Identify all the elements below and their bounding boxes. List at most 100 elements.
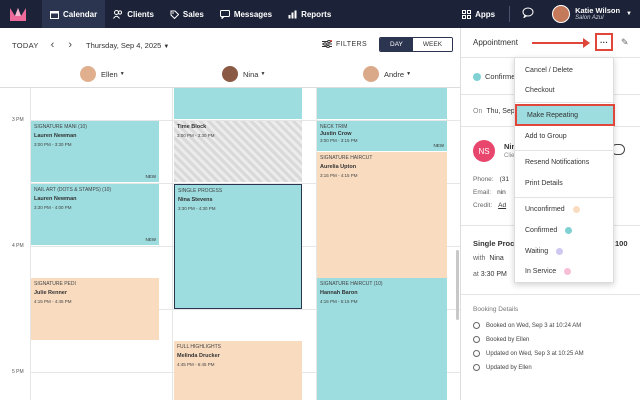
chevron-down-icon: ▼ [163,43,170,50]
appointment-block[interactable] [174,88,302,119]
booking-detail-text: Updated by Ellen [486,364,532,371]
appointment-client: Nina Stevens [178,197,213,203]
appointment-time: 3:15 PM - 4:15 PM [320,173,358,178]
appointment-block[interactable]: SIGNATURE HAIRCUT Aurelia Upton 3:15 PM … [317,152,447,278]
prev-arrow-icon[interactable]: ‹ [50,39,55,51]
appointment-block-selected[interactable]: SINGLE PROCESS Nina Stevens 3:30 PM - 4:… [174,184,302,309]
appointment-block[interactable]: SIGNATURE PEDI Julie Renner 4:15 PM - 4:… [31,278,159,340]
more-options-button[interactable]: ··· [595,33,613,51]
filters-button[interactable]: FILTERS [322,40,367,48]
calendar-icon [50,10,59,19]
brand-logo-icon[interactable] [10,7,28,21]
with-row: with Nina [473,255,504,262]
appointment-service: NAIL ART (DOTS & STAMPS) (10) [34,187,112,193]
status-badge[interactable]: Confirmed [473,72,520,81]
menu-item-confirmed[interactable]: Confirmed [515,222,615,238]
new-badge: NEW [145,174,157,179]
nav-reports[interactable]: Reports [280,0,339,28]
menu-item-resend-notifications[interactable]: Resend Notifications [515,154,615,170]
staff-header-row: Ellen ▼ Nina ▼ Andre ▼ [0,62,460,88]
credit-row: Credit: Ad [473,202,506,209]
appointment-block[interactable]: NECK TRIM Justin Crow 3:00 PM - 3:15 PM … [317,121,447,151]
today-button[interactable]: TODAY [12,40,39,50]
client-avatar[interactable]: NS [473,140,495,162]
divider [461,294,640,295]
time-block-label: Time Block [177,124,207,130]
booking-details-title: Booking Details [473,306,519,313]
phone-label: Phone: [473,176,494,183]
appointment-time: 4:15 PM - 5:15 PM [320,299,358,304]
nav-sales[interactable]: Sales [162,0,212,28]
appointment-block[interactable]: FULL HIGHLIGHTS Melinda Drucker 4:45 PM … [174,341,302,400]
staff-selector-ellen[interactable]: Ellen ▼ [80,66,125,82]
at-value: 3:30 PM [480,271,507,278]
avatar [80,66,96,82]
credit-value[interactable]: Ad [498,202,507,209]
appointment-time: 4:15 PM - 4:45 PM [34,299,72,304]
appointment-time: 3:30 PM - 4:30 PM [178,206,216,211]
appointment-service: NECK TRIM [320,124,348,130]
appointment-block[interactable]: SIGNATURE HAIRCUT (10) Hannah Baron 4:15… [317,278,447,400]
status-dot [556,247,564,255]
staff-name: Andre [384,69,405,79]
email-value[interactable]: nin [497,189,506,196]
panel-title: Appointment [473,38,518,47]
filter-icon [322,40,332,48]
time-label: 5 PM [12,369,24,375]
staff-selector-nina[interactable]: Nina ▼ [222,66,265,82]
menu-item-in-service[interactable]: In Service [515,263,615,279]
menu-item-label: Confirmed [525,226,558,234]
menu-item-cancel-delete[interactable]: Cancel / Delete [515,62,615,78]
avatar [552,5,571,23]
next-arrow-icon[interactable]: › [68,39,72,51]
nav-sales-label: Sales [182,9,204,19]
apps-button[interactable]: Apps [462,9,495,19]
half-hour-line [30,309,460,310]
booking-detail-text: Updated on Wed, Sep 3 at 10:25 AM [486,350,584,357]
chat-icon [219,9,230,19]
client-name[interactable]: Nin [504,142,517,151]
view-day-button[interactable]: DAY [380,38,413,51]
speech-bubble-icon [522,7,534,19]
menu-item-label: Checkout [525,86,555,94]
at-label: at [473,271,479,278]
appointment-block[interactable]: SIGNATURE MANI (10) Lauren Newman 3:00 P… [31,121,159,182]
menu-divider [515,197,615,198]
menu-item-label: Waiting [525,247,549,255]
menu-item-print-details[interactable]: Print Details [515,175,615,191]
nav-calendar[interactable]: Calendar [42,0,106,28]
nav-messages[interactable]: Messages [212,0,280,28]
appointment-block[interactable]: NAIL ART (DOTS & STAMPS) (10) Lauren New… [31,184,159,245]
view-week-button[interactable]: WEEK [412,38,453,51]
scrollbar[interactable] [456,250,459,320]
status-label: Confirmed [485,72,520,81]
status-dot [564,267,572,275]
clock-icon [473,350,480,357]
chevron-down-icon: ▼ [260,71,266,77]
menu-item-unconfirmed[interactable]: Unconfirmed [515,201,615,217]
nav-clients-label: Clients [127,9,154,19]
options-dropdown-menu: Cancel / Delete Checkout Make Repeating … [514,57,615,283]
menu-item-make-repeating[interactable]: Make Repeating [515,104,615,126]
menu-item-checkout[interactable]: Checkout [515,82,615,98]
time-block[interactable]: Time Block 3:00 PM - 3:30 PM [174,121,302,182]
email-row: Email: nin [473,189,506,196]
nav-clients[interactable]: Clients [105,0,162,28]
appointment-block[interactable] [317,88,447,119]
user-icon [473,364,480,371]
appointment-client: Julie Renner [34,290,68,296]
time-label: 3 PM [12,117,24,123]
appointment-client: Lauren Newman [34,196,77,202]
with-value: Nina [489,255,504,262]
menu-item-waiting[interactable]: Waiting [515,243,615,259]
edit-pencil-icon[interactable]: ✎ [621,37,629,47]
phone-row: Phone: (31 [473,176,509,183]
user-menu[interactable]: Katie Wilson Salon Azul ▼ [552,5,632,23]
half-hour-line [30,183,460,184]
menu-item-add-to-group[interactable]: Add to Group [515,128,615,144]
staff-selector-andre[interactable]: Andre ▼ [363,66,411,82]
phone-value[interactable]: (31 [499,176,510,183]
date-selector[interactable]: Thursday, Sep 4, 2025 ▼ [86,41,169,50]
chat-button[interactable] [522,5,534,23]
user-name: Katie Wilson [575,5,621,15]
